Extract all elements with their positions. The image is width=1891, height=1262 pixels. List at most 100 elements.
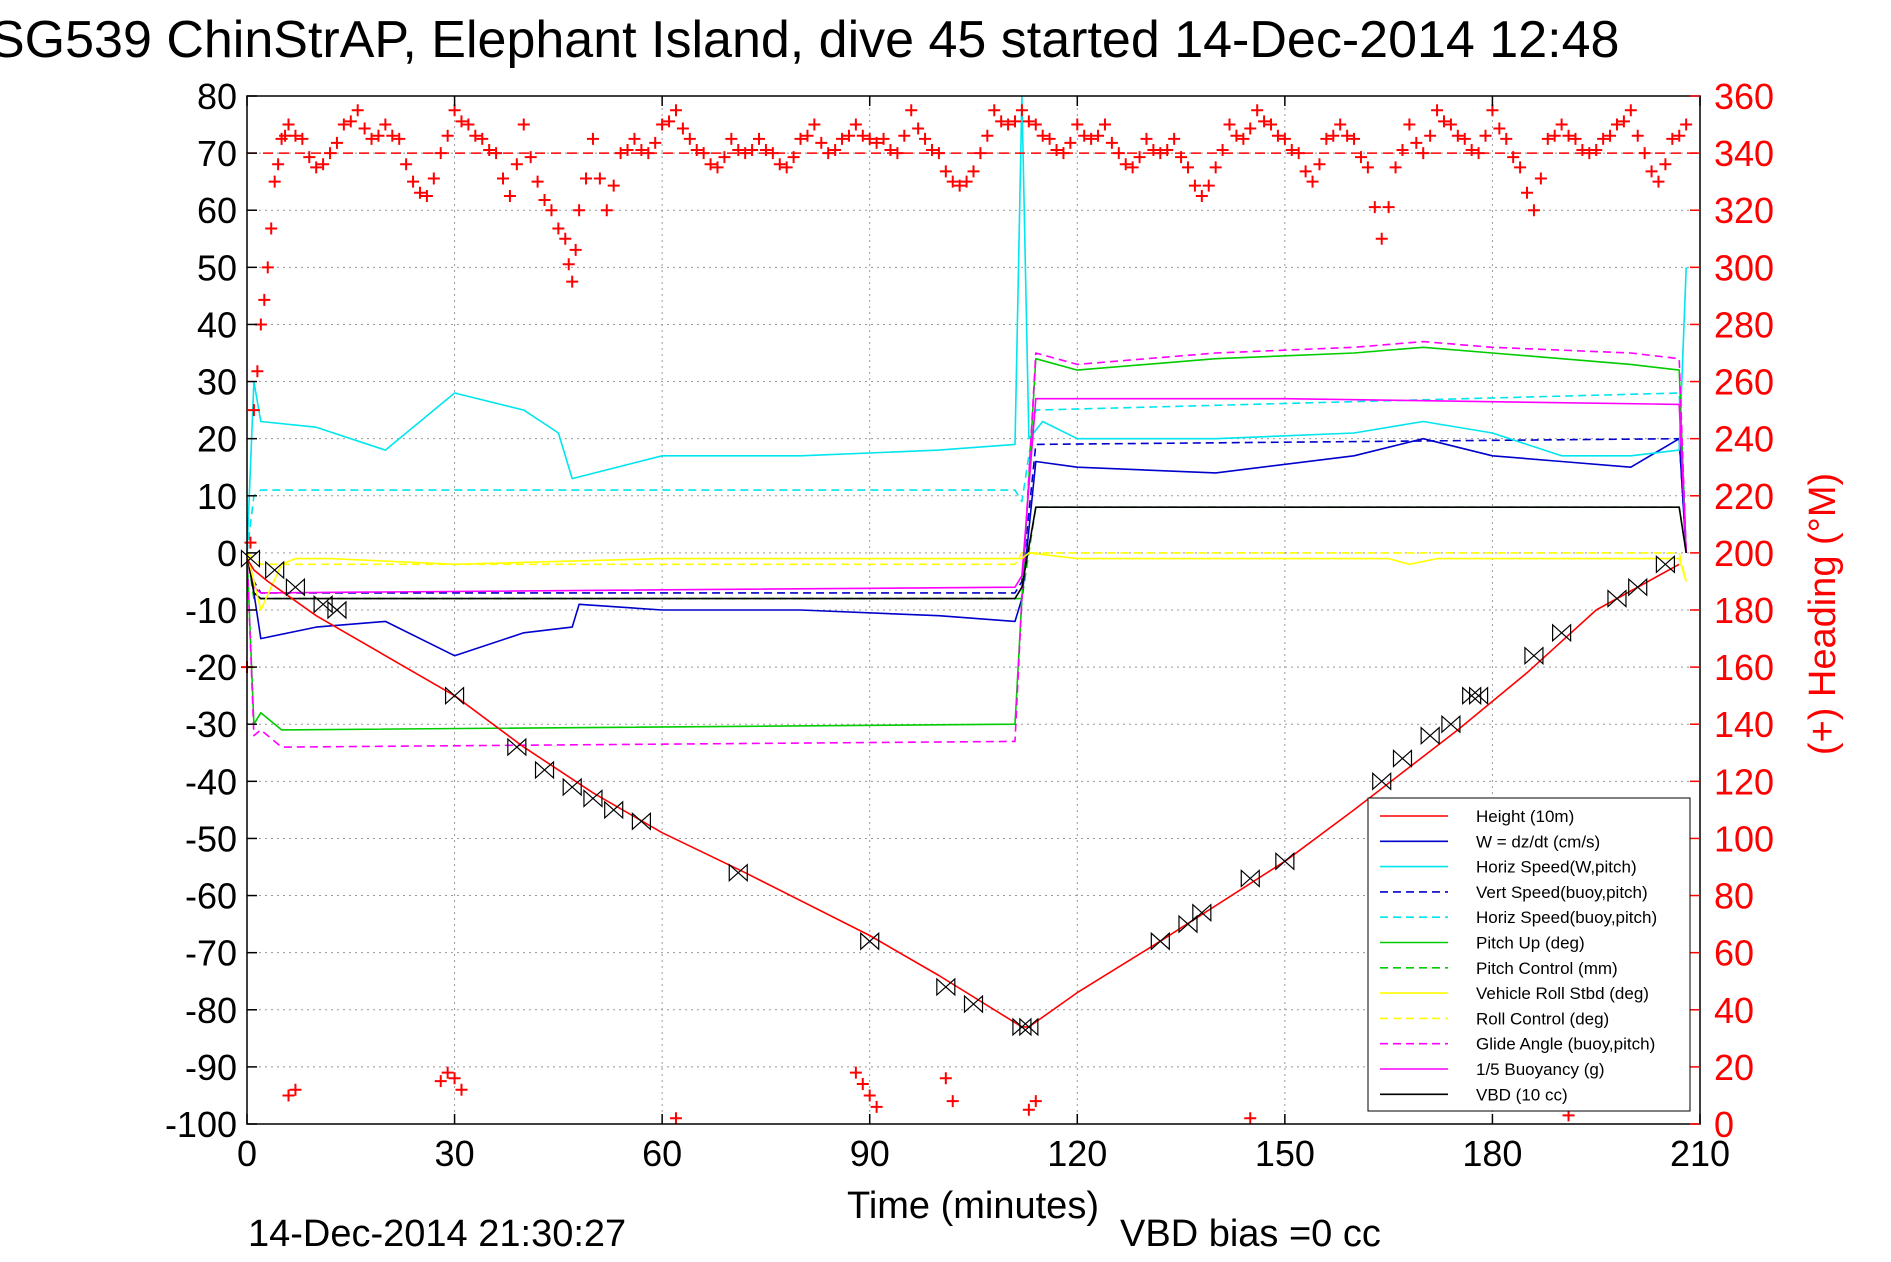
heading-marker <box>787 151 800 164</box>
legend: Height (10m) W = dz/dt (cm/s) Horiz Speed(… <box>1367 797 1691 1112</box>
heading-marker <box>1348 132 1361 145</box>
heading-marker <box>1417 147 1430 160</box>
heading-marker <box>1341 129 1354 142</box>
heading-marker <box>427 172 440 185</box>
depth-marker <box>1372 771 1392 791</box>
x-tick-label: 150 <box>1255 1133 1315 1174</box>
heading-marker <box>517 118 530 131</box>
y-tick-label: 70 <box>197 133 237 174</box>
heading-marker <box>718 151 731 164</box>
heading-marker <box>877 132 890 145</box>
series-line <box>246 437 1687 594</box>
y2-tick-label: 80 <box>1714 876 1754 917</box>
depth-marker <box>1392 749 1413 768</box>
heading-marker <box>251 365 264 378</box>
depth-marker <box>444 686 465 706</box>
heading-marker <box>690 143 703 156</box>
heading-marker <box>891 147 904 160</box>
heading-marker <box>282 1089 295 1102</box>
heading-marker <box>1195 189 1208 202</box>
heading-marker <box>1029 118 1042 131</box>
heading-marker <box>925 143 938 156</box>
heading-marker <box>524 151 537 164</box>
heading-marker <box>337 118 350 131</box>
heading-marker <box>725 132 738 145</box>
heading-marker <box>1036 129 1049 142</box>
heading-marker <box>1673 129 1686 142</box>
heading-marker <box>697 147 710 160</box>
heading-marker <box>939 1072 952 1085</box>
legend-label: Vehicle Roll Stbd (deg) <box>1476 984 1649 1003</box>
heading-marker <box>1057 147 1070 160</box>
heading-marker <box>448 104 461 117</box>
heading-marker <box>1119 158 1132 171</box>
heading-marker <box>407 175 420 188</box>
heading-marker <box>510 158 523 171</box>
heading-marker <box>483 143 496 156</box>
heading-marker <box>1569 132 1582 145</box>
legend-box <box>1367 797 1691 1112</box>
heading-marker <box>1562 129 1575 142</box>
heading-marker <box>593 172 606 185</box>
heading-marker <box>1140 132 1153 145</box>
heading-marker <box>773 158 786 171</box>
depth-marker <box>1524 646 1544 666</box>
y-tick-label: -100 <box>165 1104 237 1145</box>
depth-marker <box>327 600 347 620</box>
heading-marker <box>905 104 918 117</box>
heading-marker <box>441 129 454 142</box>
y-axis-ticks: -100-90-80-70-60-50-40-30-20-10010203040… <box>165 76 257 1145</box>
depth-marker <box>1552 623 1572 643</box>
depth-marker <box>1462 686 1482 706</box>
heading-marker <box>1202 179 1215 192</box>
heading-marker <box>801 129 814 142</box>
heading-marker <box>1555 118 1568 131</box>
heading-marker <box>1064 136 1077 149</box>
heading-marker <box>1258 115 1271 128</box>
heading-marker <box>272 158 285 171</box>
y2-tick-label: 40 <box>1714 990 1754 1031</box>
y2-tick-label: 320 <box>1714 190 1774 231</box>
heading-marker <box>1541 132 1554 145</box>
y-tick-label: 50 <box>197 247 237 288</box>
y2-tick-label: 20 <box>1714 1047 1754 1088</box>
heading-marker <box>829 143 842 156</box>
x-axis-ticks: 0 30 60 90 120 150 180 210 <box>237 96 1730 1174</box>
y2-axis-ticks: 0 20 40 60 80 100 120 140 160 180 200 220 240 260 280 3… <box>1690 76 1774 1145</box>
heading-marker <box>358 122 371 135</box>
heading-marker <box>420 189 433 202</box>
heading-marker <box>822 147 835 160</box>
depth-marker <box>1150 931 1170 951</box>
y-tick-label: 60 <box>197 190 237 231</box>
heading-marker <box>988 104 1001 117</box>
heading-marker <box>1022 1103 1035 1116</box>
y2-tick-label: 220 <box>1714 476 1774 517</box>
heading-marker <box>732 143 745 156</box>
heading-marker <box>815 136 828 149</box>
heading-marker <box>462 118 475 131</box>
heading-marker <box>586 132 599 145</box>
heading-marker <box>1431 104 1444 117</box>
legend-label: Horiz Speed(W,pitch) <box>1476 858 1637 877</box>
depth-marker <box>1019 1017 1039 1037</box>
heading-marker <box>552 222 565 235</box>
heading-marker <box>1631 129 1644 142</box>
heading-marker <box>1465 143 1478 156</box>
heading-marker <box>1368 201 1381 214</box>
heading-marker <box>739 147 752 160</box>
depth-marker <box>728 863 748 883</box>
heading-marker <box>849 1066 862 1079</box>
depth-marker <box>562 777 582 797</box>
heading-marker <box>469 129 482 142</box>
heading-marker <box>1244 122 1257 135</box>
heading-marker <box>330 136 343 149</box>
heading-marker <box>562 258 575 271</box>
heading-marker <box>1514 161 1527 174</box>
heading-marker <box>863 1089 876 1102</box>
depth-marker <box>1468 686 1489 706</box>
heading-marker <box>1251 104 1264 117</box>
heading-marker <box>1645 165 1658 178</box>
heading-marker <box>1098 118 1111 131</box>
y2-axis-label: (+) Heading (°M) <box>1802 473 1844 755</box>
heading-marker <box>265 222 278 235</box>
